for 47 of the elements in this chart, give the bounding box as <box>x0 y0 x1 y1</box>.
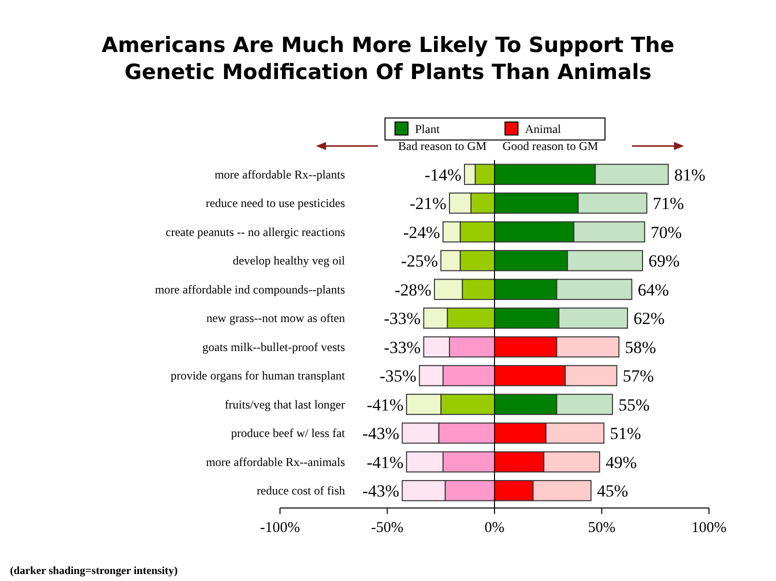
text: -28% <box>394 280 432 300</box>
text: -41% <box>366 452 404 472</box>
y-tick-label: more affordable ind compounds--plants <box>154 282 346 296</box>
text: (darker shading=stronger intensity) <box>10 565 178 577</box>
text: -21% <box>410 194 446 214</box>
y-tick-label: reduce need to use pesticides <box>206 196 346 210</box>
y-tick-label: develop healthy veg oil <box>232 254 346 268</box>
x-tick-label: 0% <box>484 520 504 536</box>
legend-label: Animal <box>525 122 562 136</box>
text: 81% <box>674 165 706 184</box>
y-tick-label: more affordable Rx--plants <box>214 167 346 182</box>
text: -33% <box>384 338 421 357</box>
y-tick-label: produce beef w/ less fat <box>231 426 346 440</box>
text: 58% <box>624 338 656 357</box>
text: 49% <box>606 452 637 472</box>
text: 55% <box>618 395 650 414</box>
text: -24% <box>403 222 440 242</box>
x-tick-label: 100% <box>692 520 726 536</box>
text: -33% <box>384 309 421 328</box>
chart-title: Americans Are Much More Likely To Support The Genetic Modification Of Plants Than Animals <box>102 33 674 84</box>
x-tick-label: -50% <box>371 520 404 536</box>
y-tick-label: reduce cost of fish <box>256 484 345 498</box>
y-tick-label: provide organs for human transplant <box>170 368 346 383</box>
text: 62% <box>633 309 665 328</box>
text: -14% <box>424 165 462 184</box>
text: -25% <box>401 252 438 271</box>
text: 45% <box>597 482 628 501</box>
text: -43% <box>362 482 400 501</box>
text: -35% <box>380 366 416 386</box>
text: 51% <box>610 424 642 444</box>
text: 64% <box>638 280 669 300</box>
y-tick-label: more affordable Rx--animals <box>206 454 346 469</box>
x-tick-label: 50% <box>588 520 616 536</box>
text: Bad reason to GM <box>398 139 487 153</box>
text: 57% <box>622 366 654 386</box>
text: -43% <box>362 424 400 444</box>
text: 69% <box>648 252 680 271</box>
y-tick-label: new grass--not mow as often <box>206 311 345 326</box>
legend-label: Plant <box>415 122 440 136</box>
text: 71% <box>652 194 684 214</box>
x-tick-label: -100% <box>260 520 300 536</box>
text: 70% <box>650 222 682 242</box>
y-tick-label: fruits/veg that last longer <box>224 397 345 412</box>
y-tick-label: goats milk--bullet-proof vests <box>202 340 346 354</box>
text: Good reason to GM <box>502 139 598 153</box>
y-tick-label: create peanuts -- no allergic reactions <box>166 224 346 239</box>
text: -41% <box>366 395 404 414</box>
